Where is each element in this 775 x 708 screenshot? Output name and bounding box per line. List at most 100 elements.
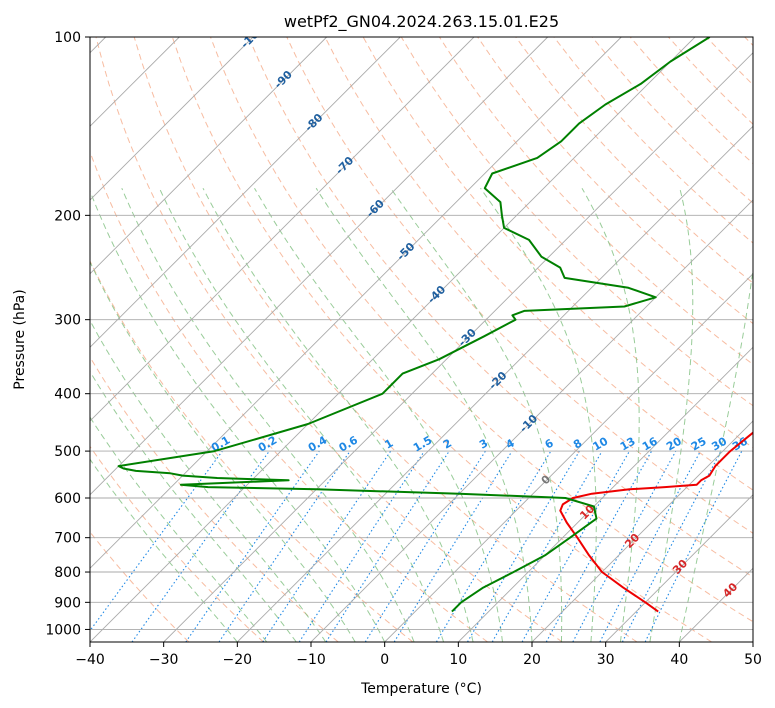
mixing-ratio-line [521,450,630,642]
dry-adiabat-line [90,259,414,642]
moist-adiabat-line [90,370,297,642]
dry-adiabat-line [90,356,339,642]
y-axis-label: Pressure (hPa) [12,289,28,389]
x-tick-label: −30 [149,652,179,668]
isotherm-label: -20 [486,369,509,392]
mixing-ratio-line [298,450,425,642]
dry-adiabat-line [133,37,638,642]
isotherm-line [163,52,753,642]
isotherm-line [90,37,622,569]
mixing-ratio-line [572,450,677,642]
isotherm-label: -90 [272,68,295,91]
y-tick-label: 800 [54,565,81,581]
moist-adiabat-line [202,187,474,642]
x-tick-label: 0 [380,652,389,668]
mixing-ratio-line [599,450,701,642]
dry-adiabat-line [286,37,753,534]
dry-adiabat-line [90,445,264,642]
isotherm-label: -50 [394,240,417,263]
dry-adiabat-line [90,531,190,642]
moist-adiabat-line [90,260,356,642]
dry-adiabat-line [90,150,488,642]
y-tick-label: 100 [54,30,81,46]
chart-title: wetPf2_GN04.2024.263.15.01.E25 [284,12,559,32]
x-tick-label: 40 [670,652,688,668]
isotherm-line [384,273,753,642]
moist-adiabat-line [90,458,238,642]
y-tick-label: 1000 [45,622,81,638]
moist-adiabat-line [649,188,694,642]
dry-adiabat-line [591,37,753,204]
x-tick-label: −20 [223,652,253,668]
isotherm-line [310,199,753,642]
dry-adiabat-line [744,37,753,47]
moist-adiabat-line [390,187,563,642]
isotherm-line [236,125,753,642]
x-axis-ticks: −40 −30 −20 −10 0 10 20 30 40 50 [75,642,762,668]
isotherm-label: -70 [333,154,356,177]
x-tick-label: 50 [744,652,762,668]
dry-adiabat-line [706,37,753,86]
dry-adiabat-line [668,37,753,125]
plot-frame [89,36,754,643]
isotherm-label: -10 [517,412,540,435]
x-tick-label: 20 [523,652,541,668]
y-tick-label: 500 [54,444,81,460]
x-axis-label: Temperature (°C) [360,681,482,697]
mixing-ratio-line [218,450,351,642]
sounding-series [117,37,753,613]
mixing-ratio-lines [90,450,743,642]
isotherm-line [678,567,753,642]
moist-adiabat-line [90,319,327,642]
mixing-ratio-label: 4 [504,436,517,451]
x-tick-label: 10 [449,652,467,668]
mixing-ratio-line [185,450,320,642]
dry-adiabat-line [171,37,712,642]
isotherm-line [605,494,753,642]
isotherm-line [90,37,401,348]
moist-adiabat-line [581,187,640,642]
moist-adiabat-line [315,187,533,642]
dry-adiabat-line [95,37,563,642]
mixing-ratio-line [364,450,486,642]
x-tick-label: −40 [75,652,105,668]
moist-adiabat-line [121,188,415,642]
y-tick-label: 200 [54,208,81,224]
plot-area: 0.1 0.2 0.4 0.6 1 1.5 2 3 4 6 8 10 13 16 20 25 30 36-100-… [90,37,753,642]
mixing-ratio-line [131,450,270,642]
y-tick-label: 700 [54,531,81,547]
isotherm-line [90,37,328,275]
isotherm-label: -40 [425,283,448,306]
isotherm-label: 30 [670,557,690,577]
isotherm-line [90,37,549,496]
y-tick-label: 600 [54,491,81,507]
mixing-ratio-line [545,450,653,642]
x-tick-label: 30 [597,652,615,668]
isotherm-line [90,37,475,422]
moist-adiabat-line [90,416,268,642]
mixing-ratio-line [262,450,392,642]
isotherm-label: -80 [302,111,325,134]
dry-adiabat-line [210,37,753,623]
dry-adiabat-line [248,37,753,578]
y-tick-label: 300 [54,313,81,329]
dry-adiabat-line [324,37,753,491]
temperature-line [559,431,753,613]
x-tick-label: −10 [296,652,326,668]
moist-adiabat-line [480,187,597,642]
mixing-ratio-line [325,450,450,642]
y-tick-label: 900 [54,595,81,611]
isotherm-label: 40 [720,580,740,600]
isotherm-label: 20 [622,531,642,551]
isotherm-line [752,641,753,642]
dry-adiabats [90,37,753,642]
isotherm-line [90,37,254,201]
moist-adiabat-line [254,187,503,642]
mixing-ratio-line [467,450,580,642]
mixing-ratio-line [90,450,223,632]
isotherms [90,37,753,642]
mixing-ratio-label: 2 [441,437,454,452]
moist-adiabat-line [678,265,753,642]
isotherm-line [531,420,753,642]
